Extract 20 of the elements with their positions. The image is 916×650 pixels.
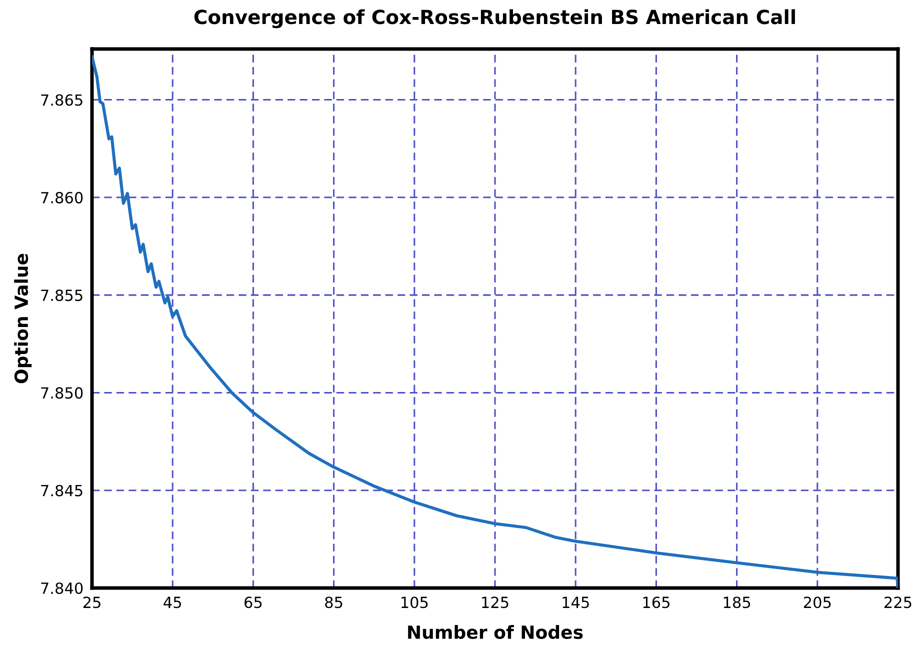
y-axis-title: Option Value — [14, 254, 32, 384]
chart-title: Convergence of Cox-Ross-Rubenstein BS American Call — [194, 9, 795, 28]
x-tick-label: 25 — [83, 596, 100, 608]
x-tick-label: 65 — [244, 596, 262, 608]
x-tick-label: 225 — [884, 596, 912, 608]
x-tick-label: 165 — [643, 596, 670, 608]
y-tick-label: 7.840 — [41, 582, 83, 594]
x-tick-label: 105 — [401, 596, 428, 608]
x-tick-label: 145 — [562, 596, 589, 608]
y-tick-label: 7.850 — [41, 387, 83, 399]
y-tick-label: 7.860 — [41, 192, 83, 204]
y-tick-label: 7.845 — [41, 484, 82, 496]
x-tick-label: 125 — [482, 596, 508, 608]
x-axis-title: Number of Nodes — [408, 625, 583, 639]
y-tick-label: 7.865 — [41, 94, 82, 106]
x-tick-label: 45 — [164, 596, 181, 608]
x-tick-label: 85 — [325, 596, 342, 608]
x-tick-label: 185 — [724, 596, 750, 608]
x-tick-label: 205 — [804, 596, 831, 608]
y-tick-label: 7.855 — [41, 290, 82, 302]
